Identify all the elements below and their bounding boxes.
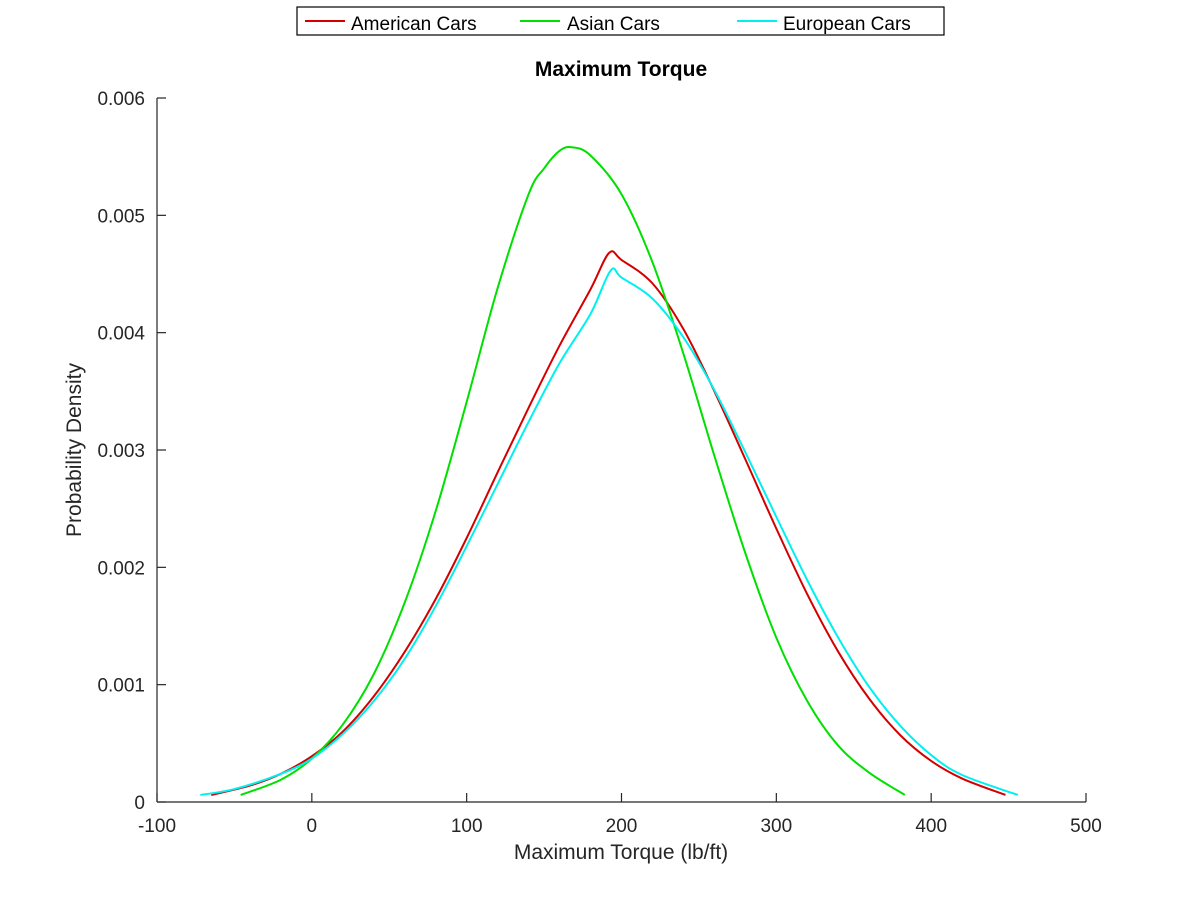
legend-label-asian: Asian Cars [567, 14, 660, 35]
x-tick-label: 100 [451, 816, 483, 837]
chart-title: Maximum Torque [535, 58, 707, 81]
series-line-european [200, 267, 1019, 796]
x-tick-label: 500 [1070, 816, 1102, 837]
series-line-asian [240, 146, 906, 796]
x-tick-label: 200 [606, 816, 638, 837]
x-axis-label: Maximum Torque (lb/ft) [514, 841, 728, 864]
x-tick-label: 400 [915, 816, 947, 837]
legend: American Cars Asian Cars European Cars [296, 6, 945, 36]
legend-box [296, 6, 945, 36]
y-tick-label: 0 [134, 793, 145, 814]
y-tick-label: 0.004 [97, 324, 145, 345]
series-line-american [210, 250, 1006, 796]
x-tick-label: 0 [307, 816, 318, 837]
y-tick-label: 0.001 [97, 676, 145, 697]
y-tick-label: 0.005 [97, 206, 145, 227]
legend-label-european: European Cars [783, 14, 911, 35]
y-tick-label: 0.003 [97, 441, 145, 462]
y-ticks: 0 0.001 0.002 0.003 0.004 0.005 0.006 [97, 89, 166, 814]
y-tick-label: 0.002 [97, 558, 145, 579]
legend-label-american: American Cars [351, 14, 477, 35]
y-axis-label: Probability Density [63, 363, 86, 537]
y-tick-label: 0.006 [97, 89, 145, 110]
x-tick-label: 300 [760, 816, 792, 837]
x-tick-label: -100 [138, 816, 176, 837]
series-group [200, 146, 1019, 796]
x-ticks: -100 0 100 200 300 400 500 [138, 793, 1102, 837]
